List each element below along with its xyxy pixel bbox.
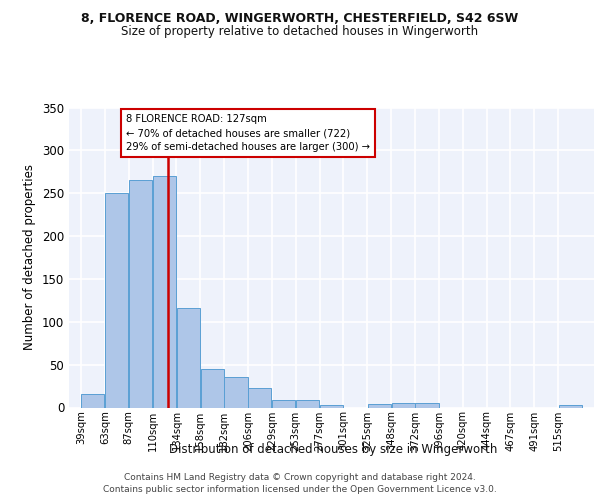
Bar: [200, 369, 224, 408]
Text: Contains HM Land Registry data © Crown copyright and database right 2024.: Contains HM Land Registry data © Crown c…: [124, 472, 476, 482]
Bar: [559, 405, 582, 407]
Bar: [320, 405, 343, 407]
Y-axis label: Number of detached properties: Number of detached properties: [23, 164, 37, 350]
Text: Distribution of detached houses by size in Wingerworth: Distribution of detached houses by size …: [169, 442, 497, 456]
Bar: [248, 388, 271, 407]
Bar: [392, 403, 415, 407]
Bar: [129, 180, 152, 408]
Bar: [415, 403, 439, 407]
Text: 8 FLORENCE ROAD: 127sqm
← 70% of detached houses are smaller (722)
29% of semi-d: 8 FLORENCE ROAD: 127sqm ← 70% of detache…: [125, 114, 370, 152]
Bar: [296, 400, 319, 407]
Bar: [153, 176, 176, 408]
Bar: [368, 404, 391, 407]
Text: 8, FLORENCE ROAD, WINGERWORTH, CHESTERFIELD, S42 6SW: 8, FLORENCE ROAD, WINGERWORTH, CHESTERFI…: [82, 12, 518, 26]
Text: Size of property relative to detached houses in Wingerworth: Size of property relative to detached ho…: [121, 25, 479, 38]
Text: Contains public sector information licensed under the Open Government Licence v3: Contains public sector information licen…: [103, 485, 497, 494]
Bar: [105, 193, 128, 408]
Bar: [224, 376, 248, 408]
Bar: [81, 394, 104, 407]
Bar: [272, 400, 295, 407]
Bar: [177, 308, 200, 408]
